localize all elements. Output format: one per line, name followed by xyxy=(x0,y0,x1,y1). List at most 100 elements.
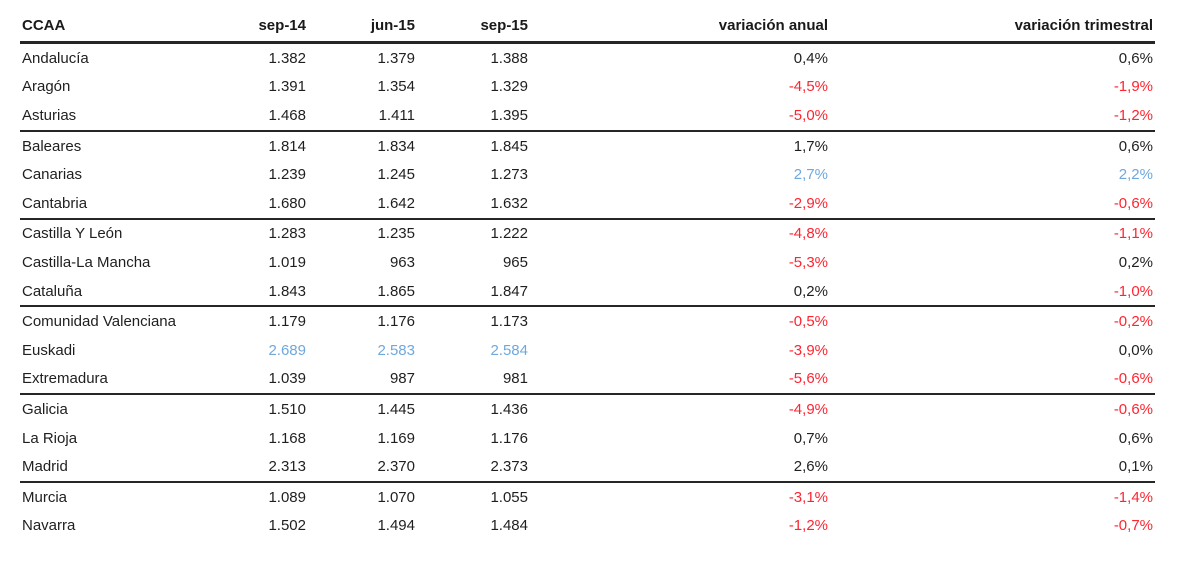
variacion-trimestral: 0,0% xyxy=(1118,341,1153,359)
variacion-trimestral: -1,1% xyxy=(1113,225,1153,243)
variacion-anual: 2,7% xyxy=(793,166,828,184)
variacion-trimestral: 0,1% xyxy=(830,452,1155,483)
value-sep15: 1.222 xyxy=(490,225,528,243)
value-sep14: 1.039 xyxy=(198,364,308,396)
region-name: Galicia xyxy=(22,400,68,418)
table-row: Castilla-La Mancha 1.019 963 965 -5,3% 0,2% xyxy=(20,248,1155,277)
variacion-trimestral: -1,2% xyxy=(830,101,1155,132)
variacion-trimestral: 2,2% xyxy=(1118,166,1153,184)
variacion-trimestral: -0,7% xyxy=(1113,517,1153,535)
value-sep14: 1.510 xyxy=(268,400,306,418)
value-sep15: 1.388 xyxy=(490,49,528,67)
table-row: Asturias 1.468 1.411 1.395 -5,0% -1,2% xyxy=(20,101,1155,132)
region-name: Canarias xyxy=(22,166,83,184)
value-sep15: 2.373 xyxy=(417,452,530,483)
value-sep15: 1.273 xyxy=(490,166,528,184)
column-header-sep15: sep-15 xyxy=(417,14,530,44)
table-body: Andalucía 1.382 1.379 1.388 0,4% 0,6% Aragón 1.… xyxy=(20,43,1155,541)
value-jun15: 1.834 xyxy=(377,137,415,155)
variacion-trimestral: -0,6% xyxy=(830,364,1155,396)
value-sep14: 2.689 xyxy=(268,341,306,359)
variacion-trimestral: -1,9% xyxy=(1113,78,1153,96)
value-sep15: 1.395 xyxy=(417,101,530,132)
region-name: Euskadi xyxy=(22,341,76,359)
value-sep15: 2.584 xyxy=(490,341,528,359)
value-sep14: 1.382 xyxy=(268,49,306,67)
variacion-trimestral: -1,4% xyxy=(1113,488,1153,506)
value-jun15: 1.494 xyxy=(377,517,415,535)
value-sep14: 1.468 xyxy=(198,101,308,132)
value-sep15: 1.484 xyxy=(490,517,528,535)
table-row: Galicia 1.510 1.445 1.436 -4,9% -0,6% xyxy=(20,394,1155,424)
value-sep14: 1.168 xyxy=(268,429,306,447)
table-row: La Rioja 1.168 1.169 1.176 0,7% 0,6% xyxy=(20,424,1155,453)
region-name: Comunidad Valenciana xyxy=(22,313,176,331)
value-sep15: 1.845 xyxy=(490,137,528,155)
value-sep14: 1.680 xyxy=(198,188,308,220)
table-row: Andalucía 1.382 1.379 1.388 0,4% 0,6% xyxy=(20,43,1155,73)
region-name: Castilla Y León xyxy=(22,225,123,243)
table-row: Madrid 2.313 2.370 2.373 2,6% 0,1% xyxy=(20,452,1155,483)
value-jun15: 1.411 xyxy=(308,101,417,132)
variacion-anual: 0,7% xyxy=(793,429,828,447)
variacion-anual: -4,9% xyxy=(788,400,828,418)
region-name: Murcia xyxy=(22,488,68,506)
region-name: Aragón xyxy=(22,78,71,96)
value-sep15: 1.173 xyxy=(490,313,528,331)
variacion-anual: -5,0% xyxy=(530,101,830,132)
value-sep15: 1.055 xyxy=(490,488,528,506)
value-jun15: 1.176 xyxy=(377,313,415,331)
value-jun15: 987 xyxy=(308,364,417,396)
variacion-trimestral: -0,2% xyxy=(1113,313,1153,331)
region-name: Castilla-La Mancha xyxy=(22,253,151,271)
table-row: Euskadi 2.689 2.583 2.584 -3,9% 0,0% xyxy=(20,336,1155,365)
value-jun15: 2.370 xyxy=(308,452,417,483)
variacion-trimestral: 0,6% xyxy=(1118,49,1153,67)
value-sep14: 1.089 xyxy=(268,488,306,506)
value-sep14: 1.502 xyxy=(268,517,306,535)
value-jun15: 1.642 xyxy=(308,188,417,220)
variacion-trimestral: -1,0% xyxy=(830,276,1155,308)
value-jun15: 963 xyxy=(389,253,415,271)
variacion-anual: -0,5% xyxy=(788,313,828,331)
value-sep14: 1.814 xyxy=(268,137,306,155)
value-sep14: 1.179 xyxy=(268,313,306,331)
value-jun15: 1.445 xyxy=(377,400,415,418)
value-sep14: 1.283 xyxy=(268,225,306,243)
value-sep15: 1.329 xyxy=(490,78,528,96)
value-jun15: 2.583 xyxy=(377,341,415,359)
value-sep15: 1.436 xyxy=(490,400,528,418)
region-name: Baleares xyxy=(22,137,82,155)
value-sep15: 965 xyxy=(502,253,528,271)
variacion-anual: -4,8% xyxy=(788,225,828,243)
region-name: La Rioja xyxy=(22,429,78,447)
value-sep14: 1.019 xyxy=(268,253,306,271)
variacion-anual: 0,2% xyxy=(530,276,830,308)
table-row: Castilla Y León 1.283 1.235 1.222 -4,8% -1,1% xyxy=(20,219,1155,249)
value-sep15: 981 xyxy=(417,364,530,396)
variacion-anual: -1,2% xyxy=(788,517,828,535)
region-name: Cantabria xyxy=(20,188,198,220)
variacion-trimestral: -0,6% xyxy=(830,188,1155,220)
variacion-anual: 2,6% xyxy=(530,452,830,483)
column-header-sep14: sep-14 xyxy=(198,14,308,44)
variacion-anual: -5,6% xyxy=(530,364,830,396)
variacion-anual: -3,9% xyxy=(788,341,828,359)
value-sep14: 1.391 xyxy=(268,78,306,96)
header-row: CCAA sep-14 jun-15 sep-15 variación anual var… xyxy=(20,14,1155,44)
region-name: Extremadura xyxy=(20,364,198,396)
value-jun15: 1.379 xyxy=(377,49,415,67)
value-jun15: 1.245 xyxy=(377,166,415,184)
variacion-trimestral: 0,2% xyxy=(1118,253,1153,271)
value-jun15: 1.169 xyxy=(377,429,415,447)
value-sep14: 1.843 xyxy=(198,276,308,308)
region-name: Andalucía xyxy=(22,49,89,67)
table-row: Canarias 1.239 1.245 1.273 2,7% 2,2% xyxy=(20,160,1155,189)
value-jun15: 1.235 xyxy=(377,225,415,243)
value-sep15: 1.632 xyxy=(417,188,530,220)
value-sep15: 1.847 xyxy=(417,276,530,308)
table-row: Murcia 1.089 1.070 1.055 -3,1% -1,4% xyxy=(20,482,1155,512)
variacion-anual: 1,7% xyxy=(793,137,828,155)
variacion-anual: -5,3% xyxy=(788,253,828,271)
table-row: Cataluña 1.843 1.865 1.847 0,2% -1,0% xyxy=(20,276,1155,308)
